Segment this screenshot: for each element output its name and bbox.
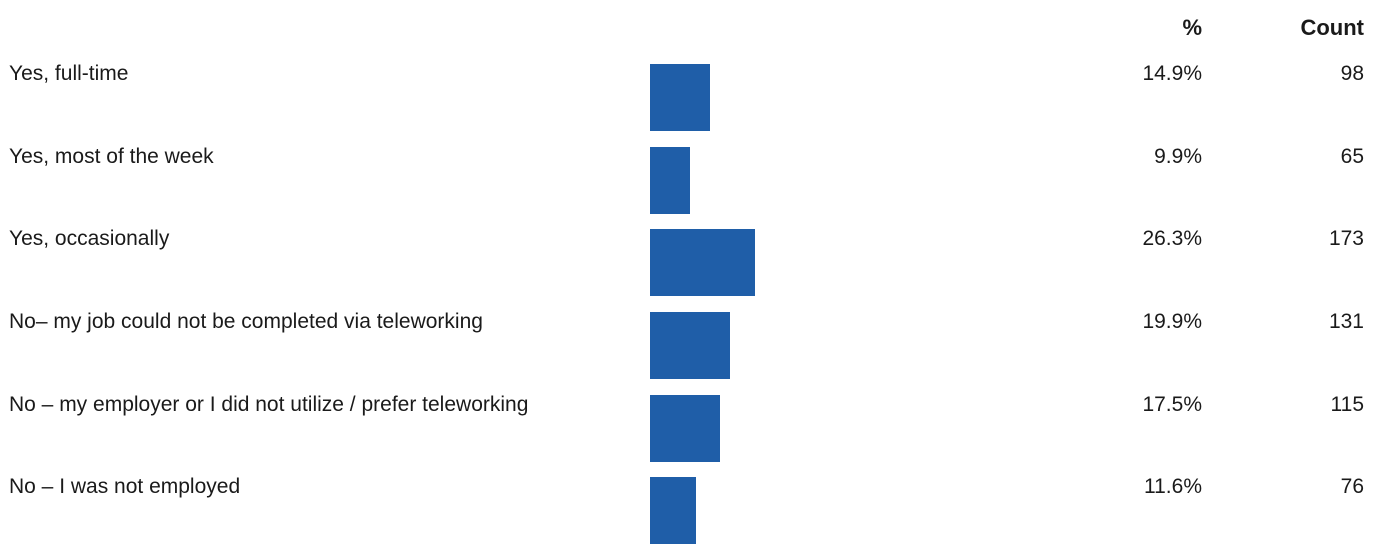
bar	[650, 229, 755, 296]
category-label: No – I was not employed	[9, 475, 241, 498]
percent-value: 11.6%	[1144, 475, 1202, 498]
count-value: 98	[1340, 62, 1364, 85]
category-label: Yes, occasionally	[9, 227, 170, 250]
chart-row: Yes, occasionally 26.3% 173	[0, 221, 1375, 297]
bar	[650, 395, 720, 462]
percent-value: 9.9%	[1154, 145, 1202, 168]
chart-row: No – I was not employed 11.6% 76	[0, 469, 1375, 545]
category-label: No – my employer or I did not utilize / …	[9, 393, 529, 416]
category-label: No– my job could not be completed via te…	[9, 310, 483, 333]
category-label: Yes, most of the week	[9, 145, 214, 168]
chart-row: Yes, most of the week 9.9% 65	[0, 139, 1375, 215]
bar	[650, 312, 730, 379]
count-value: 115	[1330, 393, 1364, 416]
percent-value: 19.9%	[1142, 310, 1202, 333]
chart-row: Yes, full-time 14.9% 98	[0, 56, 1375, 132]
count-value: 76	[1340, 475, 1364, 498]
bar	[650, 64, 710, 131]
percent-value: 26.3%	[1142, 227, 1202, 250]
percent-value: 14.9%	[1142, 62, 1202, 85]
percent-value: 17.5%	[1142, 393, 1202, 416]
chart-row: No– my job could not be completed via te…	[0, 304, 1375, 380]
bar	[650, 477, 696, 544]
count-column-header: Count	[1300, 15, 1364, 40]
bar	[650, 147, 690, 214]
count-value: 131	[1328, 310, 1364, 333]
percent-column-header: %	[1182, 15, 1202, 40]
count-value: 65	[1340, 145, 1364, 168]
chart-row: No – my employer or I did not utilize / …	[0, 387, 1375, 463]
count-value: 173	[1328, 227, 1364, 250]
category-label: Yes, full-time	[9, 62, 129, 85]
